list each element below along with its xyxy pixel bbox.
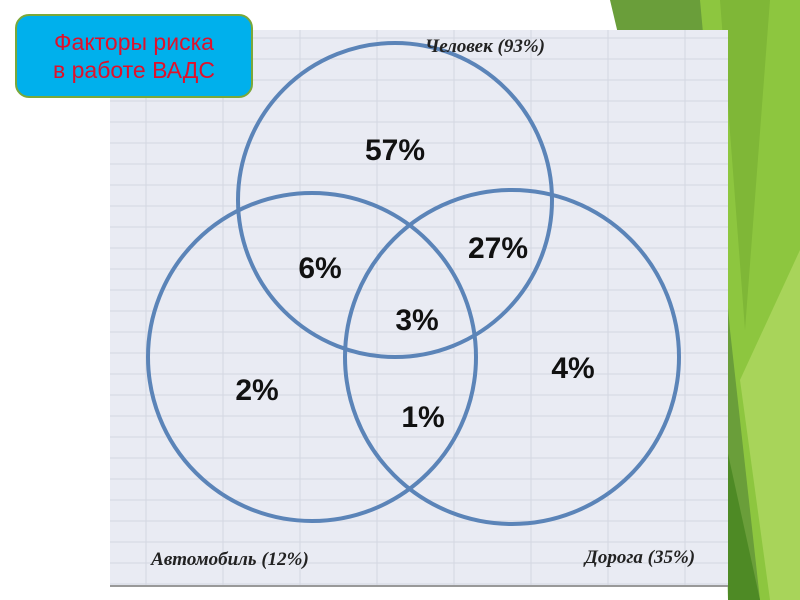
circle-road: [343, 188, 681, 526]
title-line-1: Факторы риска: [54, 29, 214, 55]
title-line-2: в работе ВАДС: [53, 57, 215, 83]
label-car: Автомобиль (12%): [150, 549, 309, 570]
venn-svg: /* grid drawn below */ Человек (93%) Авт…: [110, 30, 728, 585]
circle-human: [236, 41, 554, 359]
region-human-only: 57%: [365, 134, 425, 167]
circle-car: [146, 191, 478, 523]
title-box: Факторы риска в работе ВАДС: [15, 14, 253, 98]
label-road: Дорога (35%): [583, 547, 695, 568]
region-all-three: 3%: [395, 304, 438, 337]
region-car-road: 1%: [401, 401, 444, 434]
region-human-road: 27%: [468, 232, 528, 265]
label-human: Человек (93%): [425, 36, 545, 57]
region-road-only: 4%: [551, 352, 594, 385]
region-car-only: 2%: [235, 374, 278, 407]
venn-diagram: /* grid drawn below */ Человек (93%) Авт…: [110, 30, 728, 587]
region-human-car: 6%: [298, 252, 341, 285]
